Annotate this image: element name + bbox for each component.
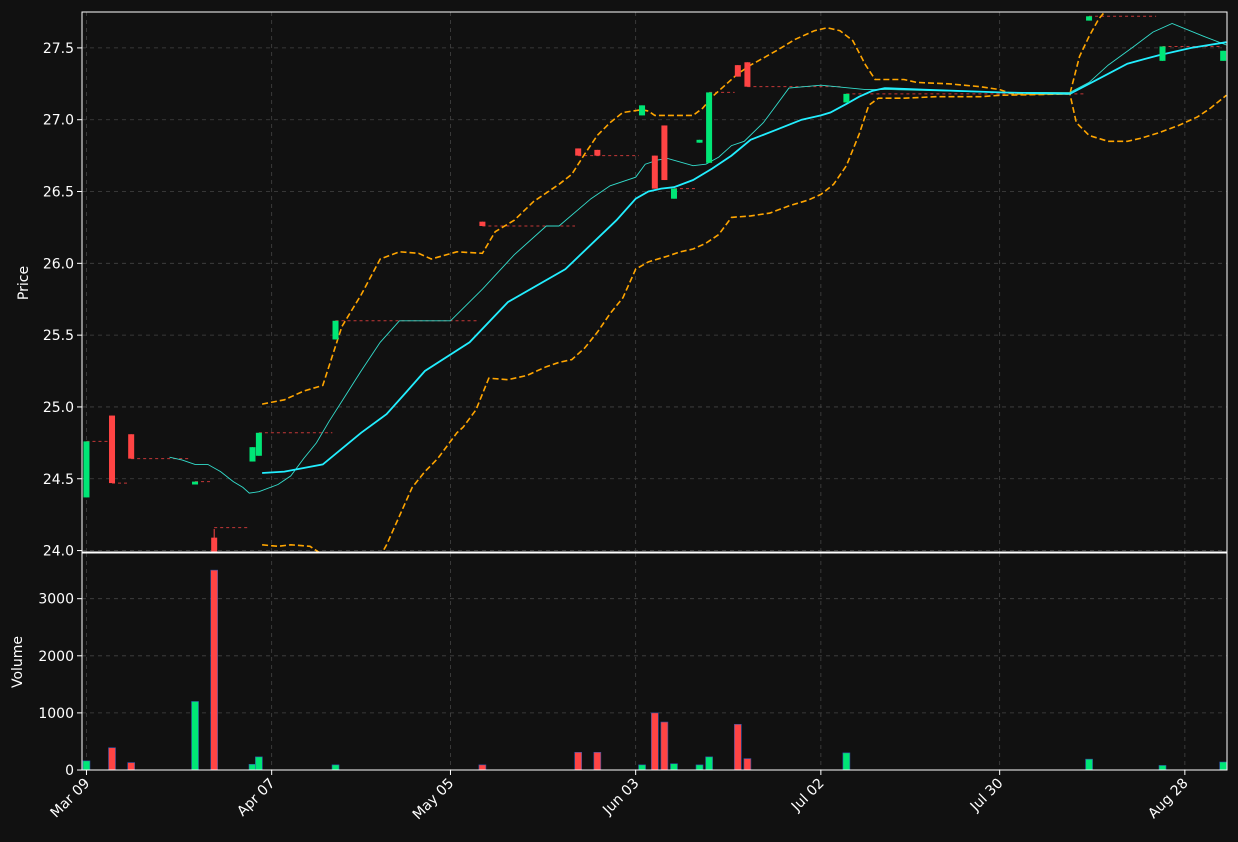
volume-bar: [734, 724, 742, 771]
volume-bar: [695, 764, 704, 771]
down-candle: [479, 221, 486, 226]
down-candle: [594, 149, 601, 156]
up-candle: [843, 93, 850, 103]
volume-bar: [331, 764, 340, 771]
down-candle: [128, 434, 135, 459]
volume-panel: 0 1000 2000 3000: [38, 552, 1228, 779]
down-candle: [734, 65, 741, 77]
slow-moving-average-line: [262, 41, 1227, 474]
up-candle: [639, 105, 646, 116]
volume-bar: [127, 762, 135, 771]
volume-bar: [1219, 761, 1227, 771]
down-candle: [575, 148, 582, 156]
volume-bar: [593, 751, 602, 771]
price-tick-label: 27.0: [43, 113, 74, 129]
volume-bar: [210, 569, 218, 771]
volume-bar: [1085, 758, 1093, 771]
volume-bar: [842, 752, 851, 771]
volume-tick-label: 2000: [38, 649, 74, 665]
volume-panel-frame: [81, 552, 1228, 771]
up-candle: [1220, 50, 1227, 61]
volume-bar: [248, 763, 257, 771]
down-candle: [651, 155, 658, 189]
up-candle: [255, 432, 262, 456]
volume-tick-label: 3000: [38, 592, 74, 608]
up-candle: [706, 92, 713, 163]
volume-tick-label: 1000: [38, 706, 74, 722]
volume-bar: [108, 747, 116, 771]
volume-bar: [705, 756, 713, 771]
up-candle: [696, 139, 703, 143]
lower-band-line: [262, 93, 1227, 552]
volume-axis-label: Volume: [10, 636, 26, 688]
upper-band-line: [261, 12, 1106, 405]
up-candle: [670, 188, 677, 199]
up-candle: [1086, 16, 1093, 21]
price-panel: 24.0 24.5 25.0 25.5 26.0 26.5 27.0 27.5: [43, 11, 1228, 560]
down-candle: [211, 537, 218, 552]
price-series-group: [83, 12, 1227, 552]
up-candle: [1159, 46, 1166, 61]
down-candle: [109, 415, 116, 484]
price-tick-label: 27.5: [43, 41, 74, 57]
volume-bar: [191, 701, 199, 771]
up-candle: [192, 481, 199, 485]
volume-bar: [574, 751, 582, 771]
price-tick-label: 26.0: [43, 256, 74, 272]
price-axis-label: Price: [16, 266, 32, 300]
price-tick-label: 24.0: [43, 544, 74, 560]
volume-bar: [743, 758, 752, 771]
down-candle: [661, 125, 668, 181]
price-tick-label: 25.0: [43, 400, 74, 416]
volume-tick-label: 0: [65, 763, 74, 779]
price-tick-label: 24.5: [43, 472, 74, 488]
price-tick-label: 25.5: [43, 328, 74, 344]
up-candle: [83, 441, 90, 498]
down-candle: [744, 62, 751, 87]
volume-bar: [638, 764, 646, 771]
up-candle: [249, 447, 256, 462]
volume-bar: [82, 760, 91, 771]
volume-bar: [660, 721, 669, 771]
volume-bar: [1158, 765, 1167, 771]
up-candle: [332, 320, 339, 340]
volume-bar: [478, 764, 487, 771]
volume-bar: [651, 712, 659, 771]
volume-bar: [670, 763, 678, 771]
price-tick-label: 26.5: [43, 185, 74, 201]
volume-bar: [255, 756, 263, 771]
price-panel-frame: [81, 11, 1228, 553]
